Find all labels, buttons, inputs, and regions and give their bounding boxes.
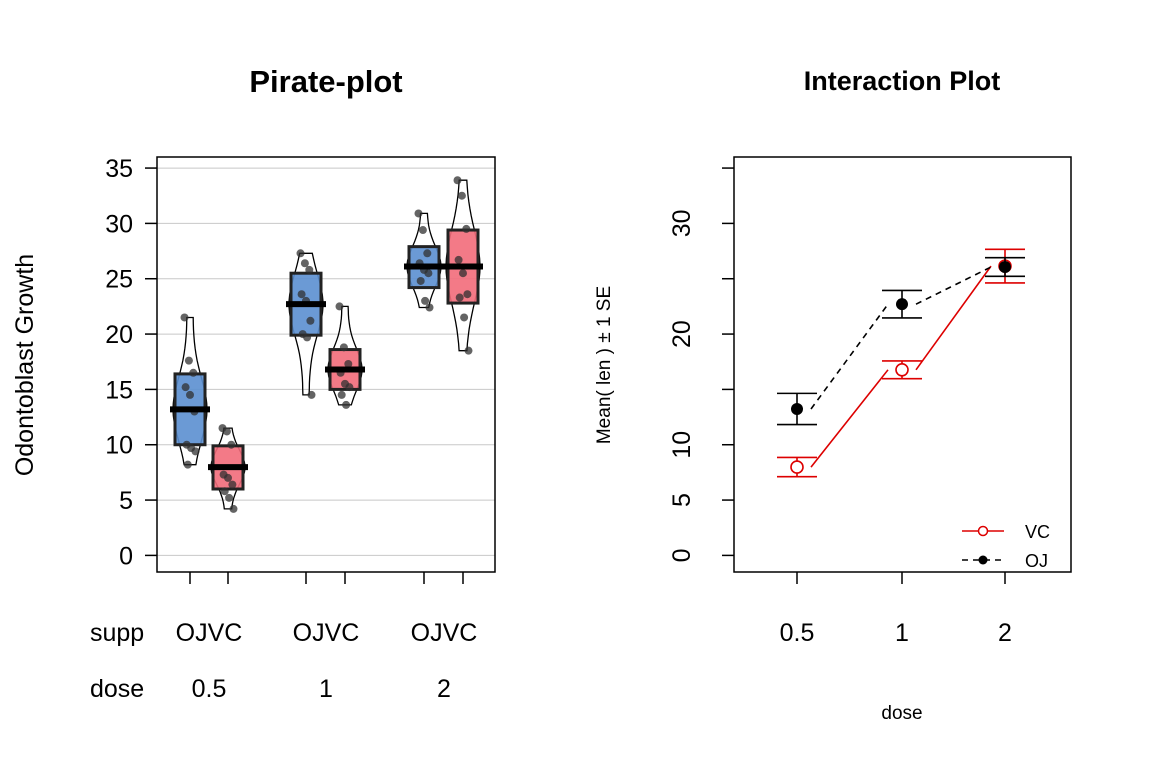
- y-tick-label-15: 15: [105, 376, 133, 404]
- series-line-vc: [810, 369, 889, 468]
- data-point-dose-0_5-vc: [229, 504, 238, 513]
- dose-label-1: 1: [319, 675, 333, 703]
- data-point-dose-1-vc: [345, 383, 354, 392]
- data-point-dose-2-oj: [418, 226, 427, 235]
- series-line-vc: [915, 265, 992, 371]
- legend-label-vc: VC: [1025, 522, 1050, 542]
- y-tick-label-10: 10: [105, 432, 133, 460]
- y-tick-label-0: 0: [668, 548, 696, 562]
- data-point-dose-2-vc: [459, 269, 467, 278]
- supp-label-dose-2: OJVC: [411, 619, 478, 647]
- data-point-dose-2-vc: [464, 346, 473, 355]
- data-point-dose-0_5-vc: [220, 487, 229, 496]
- x-tick-label-1: 1: [895, 619, 909, 647]
- dose-label-2: 2: [437, 675, 451, 703]
- pirate-plot-title: Pirate-plot: [249, 64, 402, 99]
- supp-row-label: supp: [90, 619, 144, 647]
- data-point-dose-2-oj: [424, 269, 433, 278]
- interaction-plot-x-axis: 0.5 1 2: [780, 572, 1012, 647]
- data-point-dose-0_5-oj: [189, 368, 198, 377]
- data-point-dose-1-oj: [306, 316, 315, 325]
- data-point-dose-1-oj: [307, 390, 316, 399]
- data-point-dose-2-oj: [421, 296, 430, 305]
- data-point-dose-0_5-vc: [224, 473, 232, 482]
- interaction-plot-y-axis: 0 5 10 20 30: [668, 167, 734, 562]
- interaction-plot-y-axis-label: Mean( len ) ± 1 SE: [594, 286, 615, 444]
- data-point-dose-2-vc: [453, 176, 462, 185]
- data-point-dose-2-vc: [457, 191, 466, 200]
- pirate-plot-frame: [156, 156, 496, 573]
- data-point-dose-1-oj: [300, 259, 309, 268]
- x-tick-label-0_5: 0.5: [780, 619, 815, 647]
- dose-row-label: dose: [90, 675, 144, 703]
- data-point-dose-0_5-oj: [180, 313, 189, 322]
- pirate-plot-y-axis-label: Odontoblast Growth: [11, 254, 39, 476]
- legend-label-oj: OJ: [1025, 551, 1048, 571]
- data-point-dose-0_5-oj: [186, 390, 194, 399]
- data-point-dose-1-vc: [339, 343, 348, 352]
- pirate-plot-gridlines: [157, 167, 495, 556]
- data-point-dose-2-oj: [425, 303, 434, 312]
- data-point-dose-2-oj: [423, 249, 432, 258]
- legend-marker-vc: [977, 525, 989, 537]
- pirate-plot-x-axis: OJVC 0.5 OJVC 1 OJVC 2: [176, 572, 478, 703]
- data-point-dose-1-oj: [305, 265, 314, 274]
- data-point-dose-0_5-oj: [181, 383, 190, 392]
- dose-label-0_5: 0.5: [192, 675, 227, 703]
- data-point-dose-1-vc: [342, 400, 351, 409]
- data-point-dose-0_5-vc: [228, 480, 237, 489]
- y-tick-label-5: 5: [119, 487, 133, 515]
- series-line-oj: [915, 266, 992, 305]
- y-tick-label-0: 0: [119, 542, 133, 570]
- supp-label-dose-1: OJVC: [293, 619, 360, 647]
- supp-label-dose-0_5: OJVC: [176, 619, 243, 647]
- data-point-dose-1-oj: [296, 249, 305, 258]
- mean-point-vc: [790, 460, 804, 474]
- data-point-dose-0_5-oj: [191, 447, 200, 456]
- mean-point-oj: [791, 402, 803, 415]
- data-point-dose-2-oj: [414, 209, 423, 218]
- y-tick-label-30: 30: [668, 209, 696, 237]
- y-tick-label-10: 10: [668, 431, 696, 459]
- y-tick-label-5: 5: [668, 493, 696, 507]
- data-point-dose-2-vc: [462, 224, 471, 233]
- data-point-dose-1-oj: [303, 333, 312, 342]
- x-tick-label-2: 2: [998, 619, 1012, 647]
- y-tick-label-20: 20: [668, 320, 696, 348]
- data-point-dose-2-vc: [460, 313, 469, 322]
- data-point-dose-0_5-oj: [184, 356, 193, 365]
- mean-point-vc: [895, 363, 909, 377]
- interaction-plot-title: Interaction Plot: [804, 66, 1001, 96]
- pirate-plot-y-axis: 0 5 10 15 20 25 30 35: [105, 155, 157, 570]
- y-tick-label-30: 30: [105, 210, 133, 238]
- legend-marker-oj: [978, 555, 988, 565]
- pirate-plot-panel: Pirate-plot Odontoblast Growth 0 5 10 15 20 2…: [11, 64, 496, 703]
- data-point-dose-0_5-vc: [222, 427, 231, 436]
- y-tick-label-20: 20: [105, 321, 133, 349]
- pirate-plot-marks: [170, 176, 483, 513]
- data-point-dose-0_5-vc: [227, 440, 236, 449]
- data-point-dose-2-vc: [463, 290, 472, 299]
- y-tick-label-35: 35: [105, 155, 133, 183]
- data-point-dose-0_5-oj: [183, 460, 192, 469]
- data-point-dose-0_5-vc: [225, 493, 234, 502]
- series-line-oj: [810, 303, 889, 410]
- data-point-dose-2-oj: [416, 276, 425, 285]
- interaction-plot-panel: Interaction Plot Mean( len ) ± 1 SE dose…: [594, 66, 1072, 724]
- data-point-dose-2-vc: [455, 293, 464, 302]
- data-point-dose-1-vc: [344, 359, 353, 368]
- data-point-dose-1-oj: [297, 290, 306, 299]
- data-point-dose-1-vc: [337, 390, 346, 399]
- interaction-plot-x-axis-label: dose: [881, 703, 922, 724]
- interaction-plot-marks: [777, 248, 1025, 478]
- mean-point-oj: [999, 261, 1011, 274]
- y-tick-label-25: 25: [105, 266, 133, 294]
- interaction-plot-legend: VC OJ: [962, 522, 1050, 571]
- mean-point-oj: [896, 298, 908, 311]
- data-point-dose-2-vc: [454, 255, 463, 264]
- data-point-dose-1-vc: [335, 302, 344, 311]
